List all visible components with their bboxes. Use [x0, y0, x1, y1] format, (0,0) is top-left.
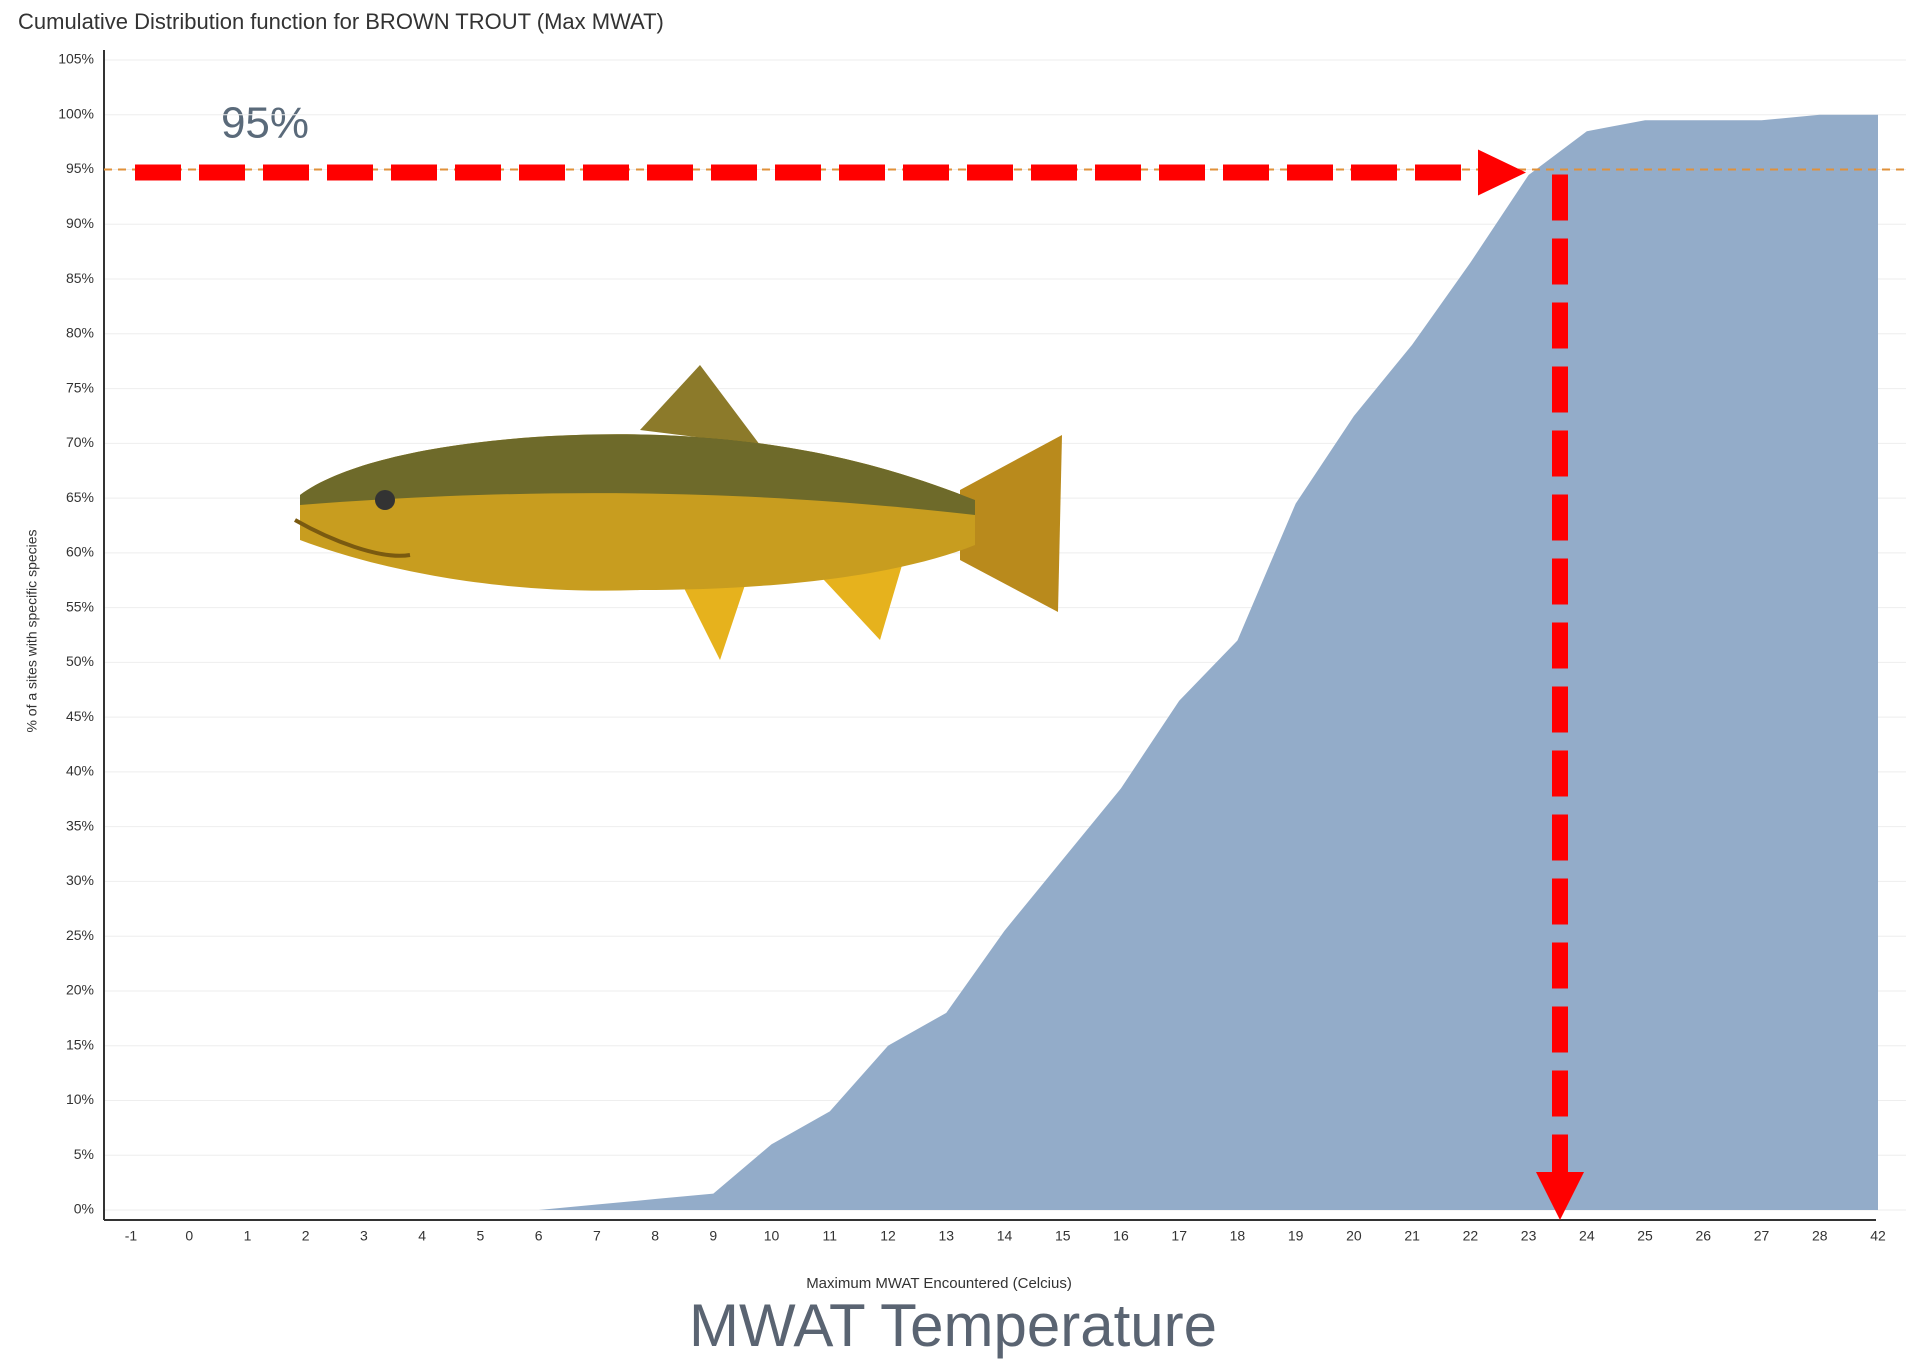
x-tick-label: 22 — [1463, 1228, 1479, 1244]
y-tick-label: 70% — [66, 434, 94, 450]
x-tick-label: 17 — [1171, 1228, 1187, 1244]
x-tick-label: 20 — [1346, 1228, 1362, 1244]
y-tick-label: 105% — [58, 51, 94, 67]
area — [131, 114, 1878, 1210]
caption: MWAT Temperature — [689, 1292, 1217, 1359]
y-tick-label: 25% — [66, 927, 94, 943]
x-tick-label: 26 — [1696, 1228, 1712, 1244]
x-tick-label: 24 — [1579, 1228, 1595, 1244]
x-tick-label: 12 — [880, 1228, 896, 1244]
arrow-head — [1536, 1172, 1584, 1220]
y-tick-label: 20% — [66, 982, 94, 998]
pelvic-fin — [680, 580, 745, 660]
y-tick-label: 65% — [66, 489, 94, 505]
x-tick-label: 5 — [477, 1228, 485, 1244]
x-tick-label: 3 — [360, 1228, 368, 1244]
y-tick-label: 95% — [66, 160, 94, 176]
x-tick-label: 7 — [593, 1228, 601, 1244]
y-tick-label: 15% — [66, 1036, 94, 1052]
x-tick-label: 27 — [1754, 1228, 1770, 1244]
x-tick-label: 19 — [1288, 1228, 1304, 1244]
y-tick-label: 75% — [66, 379, 94, 395]
x-tick-label: -1 — [125, 1228, 138, 1244]
fish-mouth — [294, 518, 411, 558]
fish-illustration — [294, 365, 1062, 660]
y-tick-label: 0% — [74, 1201, 94, 1217]
x-tick-label: 10 — [764, 1228, 780, 1244]
y-tick-label: 90% — [66, 215, 94, 231]
fish-eye — [375, 490, 395, 510]
y-tick-label: 35% — [66, 817, 94, 833]
x-tick-label: 21 — [1404, 1228, 1420, 1244]
dorsal-fin — [640, 365, 760, 445]
x-tick-label: 28 — [1812, 1228, 1828, 1244]
x-tick-label: 6 — [535, 1228, 543, 1244]
x-tick-label: 16 — [1113, 1228, 1129, 1244]
y-tick-label: 55% — [66, 598, 94, 614]
y-tick-label: 60% — [66, 544, 94, 560]
x-tick-label: 1 — [244, 1228, 252, 1244]
x-tick-label: 4 — [418, 1228, 426, 1244]
y-tick-label: 100% — [58, 105, 94, 121]
x-tick-label: 18 — [1230, 1228, 1246, 1244]
x-axis-label: Maximum MWAT Encountered (Celcius) — [806, 1275, 1072, 1292]
x-tick-label: 9 — [709, 1228, 717, 1244]
arrow-head — [1478, 149, 1526, 196]
y-tick-label: 5% — [74, 1146, 94, 1162]
x-tick-label: 25 — [1637, 1228, 1653, 1244]
y-tick-label: 45% — [66, 708, 94, 724]
chart-title: Cumulative Distribution function for BRO… — [18, 9, 664, 34]
fish-back — [300, 434, 975, 515]
tail-fin — [960, 435, 1062, 612]
x-tick-label: 8 — [651, 1228, 659, 1244]
x-tick-label: 0 — [185, 1228, 193, 1244]
annotation: 95% — [221, 99, 309, 148]
x-tick-label: 15 — [1055, 1228, 1071, 1244]
x-tick-label: 42 — [1870, 1228, 1886, 1244]
x-tick-label: 13 — [938, 1228, 954, 1244]
y-tick-label: 85% — [66, 270, 94, 286]
y-tick-label: 10% — [66, 1091, 94, 1107]
x-tick-label: 11 — [823, 1228, 838, 1244]
y-tick-label: 40% — [66, 763, 94, 779]
x-tick-label: 14 — [997, 1228, 1013, 1244]
x-tick-label: 23 — [1521, 1228, 1537, 1244]
y-tick-label: 80% — [66, 325, 94, 341]
y-tick-label: 50% — [66, 653, 94, 669]
y-tick-label: 30% — [66, 872, 94, 888]
x-tick-label: 2 — [302, 1228, 310, 1244]
y-axis-label: % of a sites with specific species — [24, 529, 40, 732]
